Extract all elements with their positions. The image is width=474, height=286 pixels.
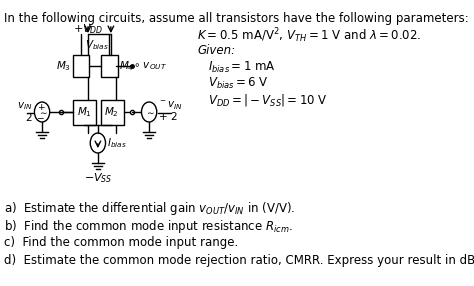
Text: $\sim$: $\sim$	[146, 108, 156, 116]
Text: d)  Estimate the common mode rejection ratio, CMRR. Express your result in dB.: d) Estimate the common mode rejection ra…	[4, 254, 474, 267]
Text: In the following circuits, assume all transistors have the following parameters:: In the following circuits, assume all tr…	[4, 12, 469, 25]
Text: $V_{DD} = |-V_{SS}| = 10\ \mathrm{V}$: $V_{DD} = |-V_{SS}| = 10\ \mathrm{V}$	[208, 92, 328, 108]
Text: $V_{bias} = 6\ \mathrm{V}$: $V_{bias} = 6\ \mathrm{V}$	[208, 76, 269, 91]
Text: $M_4$: $M_4$	[119, 59, 135, 73]
Text: $\circ\ v_{OUT}$: $\circ\ v_{OUT}$	[133, 60, 167, 72]
Text: $+\ 2$: $+\ 2$	[158, 110, 178, 122]
Text: $I_{bias} = 1\ \mathrm{mA}$: $I_{bias} = 1\ \mathrm{mA}$	[208, 60, 276, 75]
Text: $I_{bias}$: $I_{bias}$	[107, 136, 127, 150]
Text: $-V_{SS}$: $-V_{SS}$	[83, 171, 112, 185]
Text: +: +	[37, 104, 44, 112]
Text: $2$: $2$	[25, 111, 33, 123]
FancyBboxPatch shape	[101, 55, 118, 77]
Text: $M_1$: $M_1$	[77, 106, 92, 119]
FancyBboxPatch shape	[73, 55, 90, 77]
Text: $M_2$: $M_2$	[104, 106, 119, 119]
Text: $^-v_{IN}$: $^-v_{IN}$	[158, 100, 183, 112]
Text: $M_3$: $M_3$	[56, 59, 71, 73]
Text: $\sim$: $\sim$	[38, 108, 49, 116]
Text: a)  Estimate the differential gain $v_{OUT}/v_{IN}$ in (V/V).: a) Estimate the differential gain $v_{OU…	[4, 200, 295, 217]
FancyBboxPatch shape	[101, 100, 124, 125]
Text: $-$: $-$	[36, 112, 45, 122]
Text: $V_{bias}$: $V_{bias}$	[85, 38, 109, 52]
Text: $+V_{DD}$: $+V_{DD}$	[73, 22, 103, 36]
FancyBboxPatch shape	[73, 100, 96, 125]
Text: c)  Find the common mode input range.: c) Find the common mode input range.	[4, 236, 238, 249]
Text: $K = 0.5\ \mathrm{mA/V}^2$, $V_{TH} = 1\ \mathrm{V}$ and $\lambda = 0.02$.: $K = 0.5\ \mathrm{mA/V}^2$, $V_{TH} = 1\…	[197, 26, 421, 45]
Text: $v_{IN}$: $v_{IN}$	[18, 100, 33, 112]
Text: Given:: Given:	[197, 44, 236, 57]
Text: b)  Find the common mode input resistance $R_{icm}$.: b) Find the common mode input resistance…	[4, 218, 293, 235]
